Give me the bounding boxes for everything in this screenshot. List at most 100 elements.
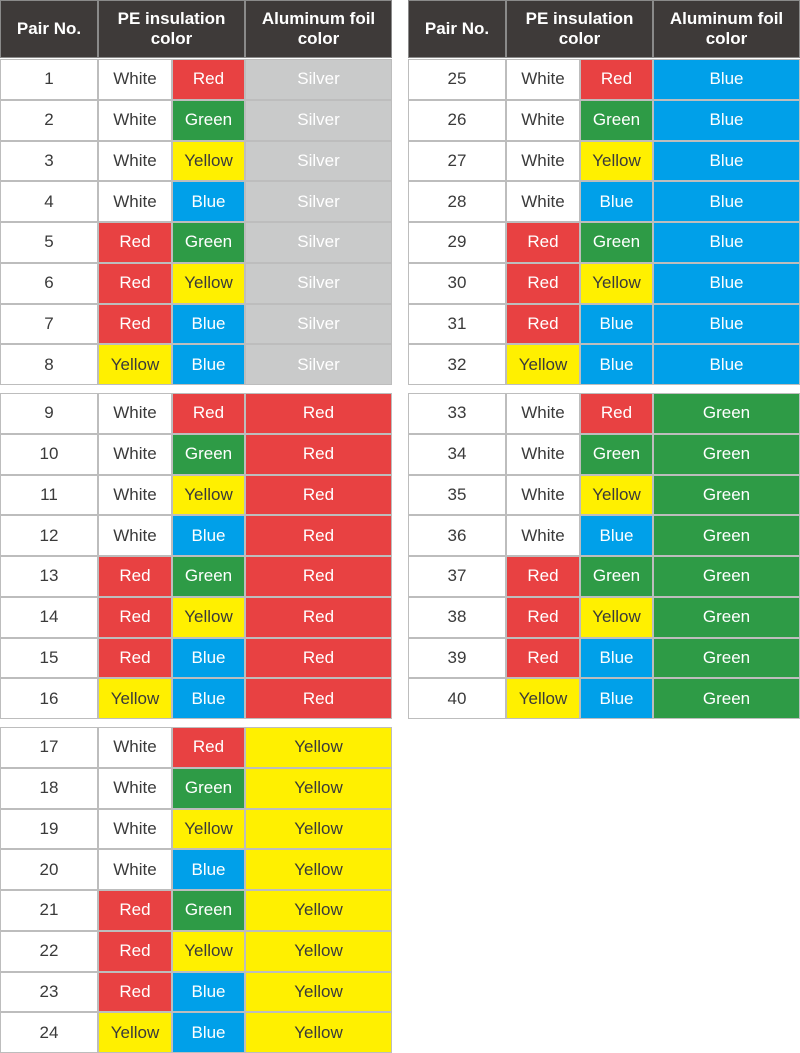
pair-number: 28 — [408, 181, 506, 222]
insulation-color: Red — [506, 556, 580, 597]
pair-number: 1 — [0, 59, 98, 100]
foil-color: Blue — [653, 140, 800, 182]
foil-color: Red — [245, 433, 392, 475]
header-cell: Pair No. — [0, 0, 98, 58]
pair-number: 32 — [408, 344, 506, 385]
insulation-color: Yellow — [580, 262, 653, 304]
foil-color: Silver — [245, 344, 392, 385]
insulation-color: White — [98, 99, 172, 141]
insulation-color: Red — [506, 222, 580, 263]
pair-number: 13 — [0, 556, 98, 597]
pair-number: 3 — [0, 140, 98, 182]
pair-number: 18 — [0, 767, 98, 809]
pair-number: 24 — [0, 1012, 98, 1053]
pair-number: 17 — [0, 727, 98, 768]
header-cell: PE insulation color — [506, 0, 653, 58]
foil-color: Silver — [245, 99, 392, 141]
foil-color: Blue — [653, 59, 800, 100]
pair-number: 5 — [0, 222, 98, 263]
insulation-color: Green — [172, 556, 245, 597]
insulation-color: Green — [172, 433, 245, 475]
insulation-color: Blue — [580, 344, 653, 385]
foil-color: Blue — [653, 222, 800, 263]
pair-number: 27 — [408, 140, 506, 182]
insulation-color: Blue — [172, 344, 245, 385]
pair-number: 23 — [0, 971, 98, 1013]
pair-number: 38 — [408, 596, 506, 638]
insulation-color: Red — [98, 262, 172, 304]
insulation-color: White — [506, 515, 580, 556]
pair-number: 40 — [408, 678, 506, 719]
insulation-color: Green — [172, 99, 245, 141]
insulation-color: Red — [98, 637, 172, 679]
foil-color: Red — [245, 556, 392, 597]
pair-number: 29 — [408, 222, 506, 263]
insulation-color: Red — [98, 890, 172, 931]
insulation-color: White — [98, 433, 172, 475]
foil-color: Silver — [245, 59, 392, 100]
pair-number: 4 — [0, 181, 98, 222]
insulation-color: Blue — [580, 637, 653, 679]
foil-color: Yellow — [245, 971, 392, 1013]
insulation-color: White — [98, 849, 172, 890]
insulation-color: White — [98, 767, 172, 809]
pair-number: 14 — [0, 596, 98, 638]
pair-number: 8 — [0, 344, 98, 385]
insulation-color: Blue — [172, 971, 245, 1013]
insulation-color: Yellow — [580, 474, 653, 516]
foil-color: Silver — [245, 140, 392, 182]
insulation-color: White — [98, 59, 172, 100]
insulation-color: White — [98, 181, 172, 222]
insulation-color: Green — [172, 890, 245, 931]
insulation-color: Green — [580, 99, 653, 141]
pair-number: 9 — [0, 393, 98, 434]
insulation-color: Blue — [172, 1012, 245, 1053]
foil-color: Yellow — [245, 808, 392, 850]
insulation-color: Yellow — [580, 596, 653, 638]
insulation-color: White — [98, 140, 172, 182]
insulation-color: Green — [580, 433, 653, 475]
insulation-color: Yellow — [98, 678, 172, 719]
insulation-color: Blue — [172, 515, 245, 556]
insulation-color: Yellow — [172, 596, 245, 638]
pair-number: 33 — [408, 393, 506, 434]
pair-number: 7 — [0, 303, 98, 345]
foil-color: Green — [653, 556, 800, 597]
foil-color: Yellow — [245, 849, 392, 890]
insulation-color: White — [98, 727, 172, 768]
insulation-color: Yellow — [172, 474, 245, 516]
foil-color: Blue — [653, 99, 800, 141]
pair-number: 25 — [408, 59, 506, 100]
foil-color: Red — [245, 637, 392, 679]
pair-number: 10 — [0, 433, 98, 475]
foil-color: Silver — [245, 181, 392, 222]
pair-number: 15 — [0, 637, 98, 679]
insulation-color: Green — [580, 222, 653, 263]
insulation-color: Green — [172, 767, 245, 809]
foil-color: Yellow — [245, 890, 392, 931]
insulation-color: Green — [580, 556, 653, 597]
insulation-color: Yellow — [506, 678, 580, 719]
insulation-color: Yellow — [172, 262, 245, 304]
insulation-color: Red — [172, 59, 245, 100]
foil-color: Yellow — [245, 767, 392, 809]
insulation-color: White — [98, 393, 172, 434]
insulation-color: Yellow — [506, 344, 580, 385]
insulation-color: White — [506, 433, 580, 475]
insulation-color: Red — [98, 930, 172, 972]
pair-number: 35 — [408, 474, 506, 516]
insulation-color: White — [98, 808, 172, 850]
foil-color: Green — [653, 393, 800, 434]
insulation-color: Blue — [580, 515, 653, 556]
pair-number: 36 — [408, 515, 506, 556]
foil-color: Green — [653, 515, 800, 556]
insulation-color: Blue — [580, 181, 653, 222]
header-cell: Pair No. — [408, 0, 506, 58]
insulation-color: Yellow — [98, 1012, 172, 1053]
header-cell: PE insulation color — [98, 0, 245, 58]
insulation-color: Blue — [580, 678, 653, 719]
foil-color: Silver — [245, 303, 392, 345]
pair-number: 6 — [0, 262, 98, 304]
insulation-color: Yellow — [172, 930, 245, 972]
insulation-color: Red — [506, 303, 580, 345]
